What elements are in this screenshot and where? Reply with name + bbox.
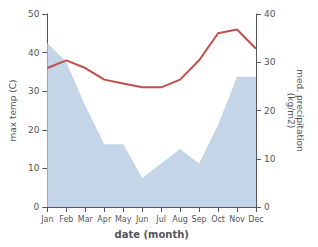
svg-text:max temp (C): max temp (C) xyxy=(8,79,18,141)
svg-text:10: 10 xyxy=(28,163,40,173)
svg-text:30: 30 xyxy=(264,57,276,67)
svg-text:0: 0 xyxy=(264,202,270,212)
svg-text:Jun: Jun xyxy=(135,215,149,224)
svg-text:Mar: Mar xyxy=(78,215,94,224)
svg-text:30: 30 xyxy=(28,86,40,96)
svg-text:40: 40 xyxy=(28,48,40,58)
svg-text:Jan: Jan xyxy=(40,215,53,224)
svg-text:0: 0 xyxy=(34,202,40,212)
svg-text:10: 10 xyxy=(264,154,276,164)
svg-text:Feb: Feb xyxy=(59,215,73,224)
svg-text:40: 40 xyxy=(264,9,276,19)
svg-text:date (month): date (month) xyxy=(114,229,188,240)
svg-text:20: 20 xyxy=(28,125,40,135)
svg-text:med. precipitation: med. precipitation xyxy=(294,69,305,152)
svg-text:Dec: Dec xyxy=(248,215,263,224)
svg-text:Aug: Aug xyxy=(172,215,188,224)
svg-text:(kg/m2): (kg/m2) xyxy=(286,93,296,128)
svg-text:Sep: Sep xyxy=(192,215,207,224)
svg-text:50: 50 xyxy=(28,9,40,19)
svg-text:May: May xyxy=(115,215,132,224)
svg-text:Nov: Nov xyxy=(229,215,245,224)
svg-text:Oct: Oct xyxy=(211,215,225,224)
svg-text:Jul: Jul xyxy=(155,215,166,224)
svg-text:Apr: Apr xyxy=(97,215,112,224)
svg-text:20: 20 xyxy=(264,106,276,116)
